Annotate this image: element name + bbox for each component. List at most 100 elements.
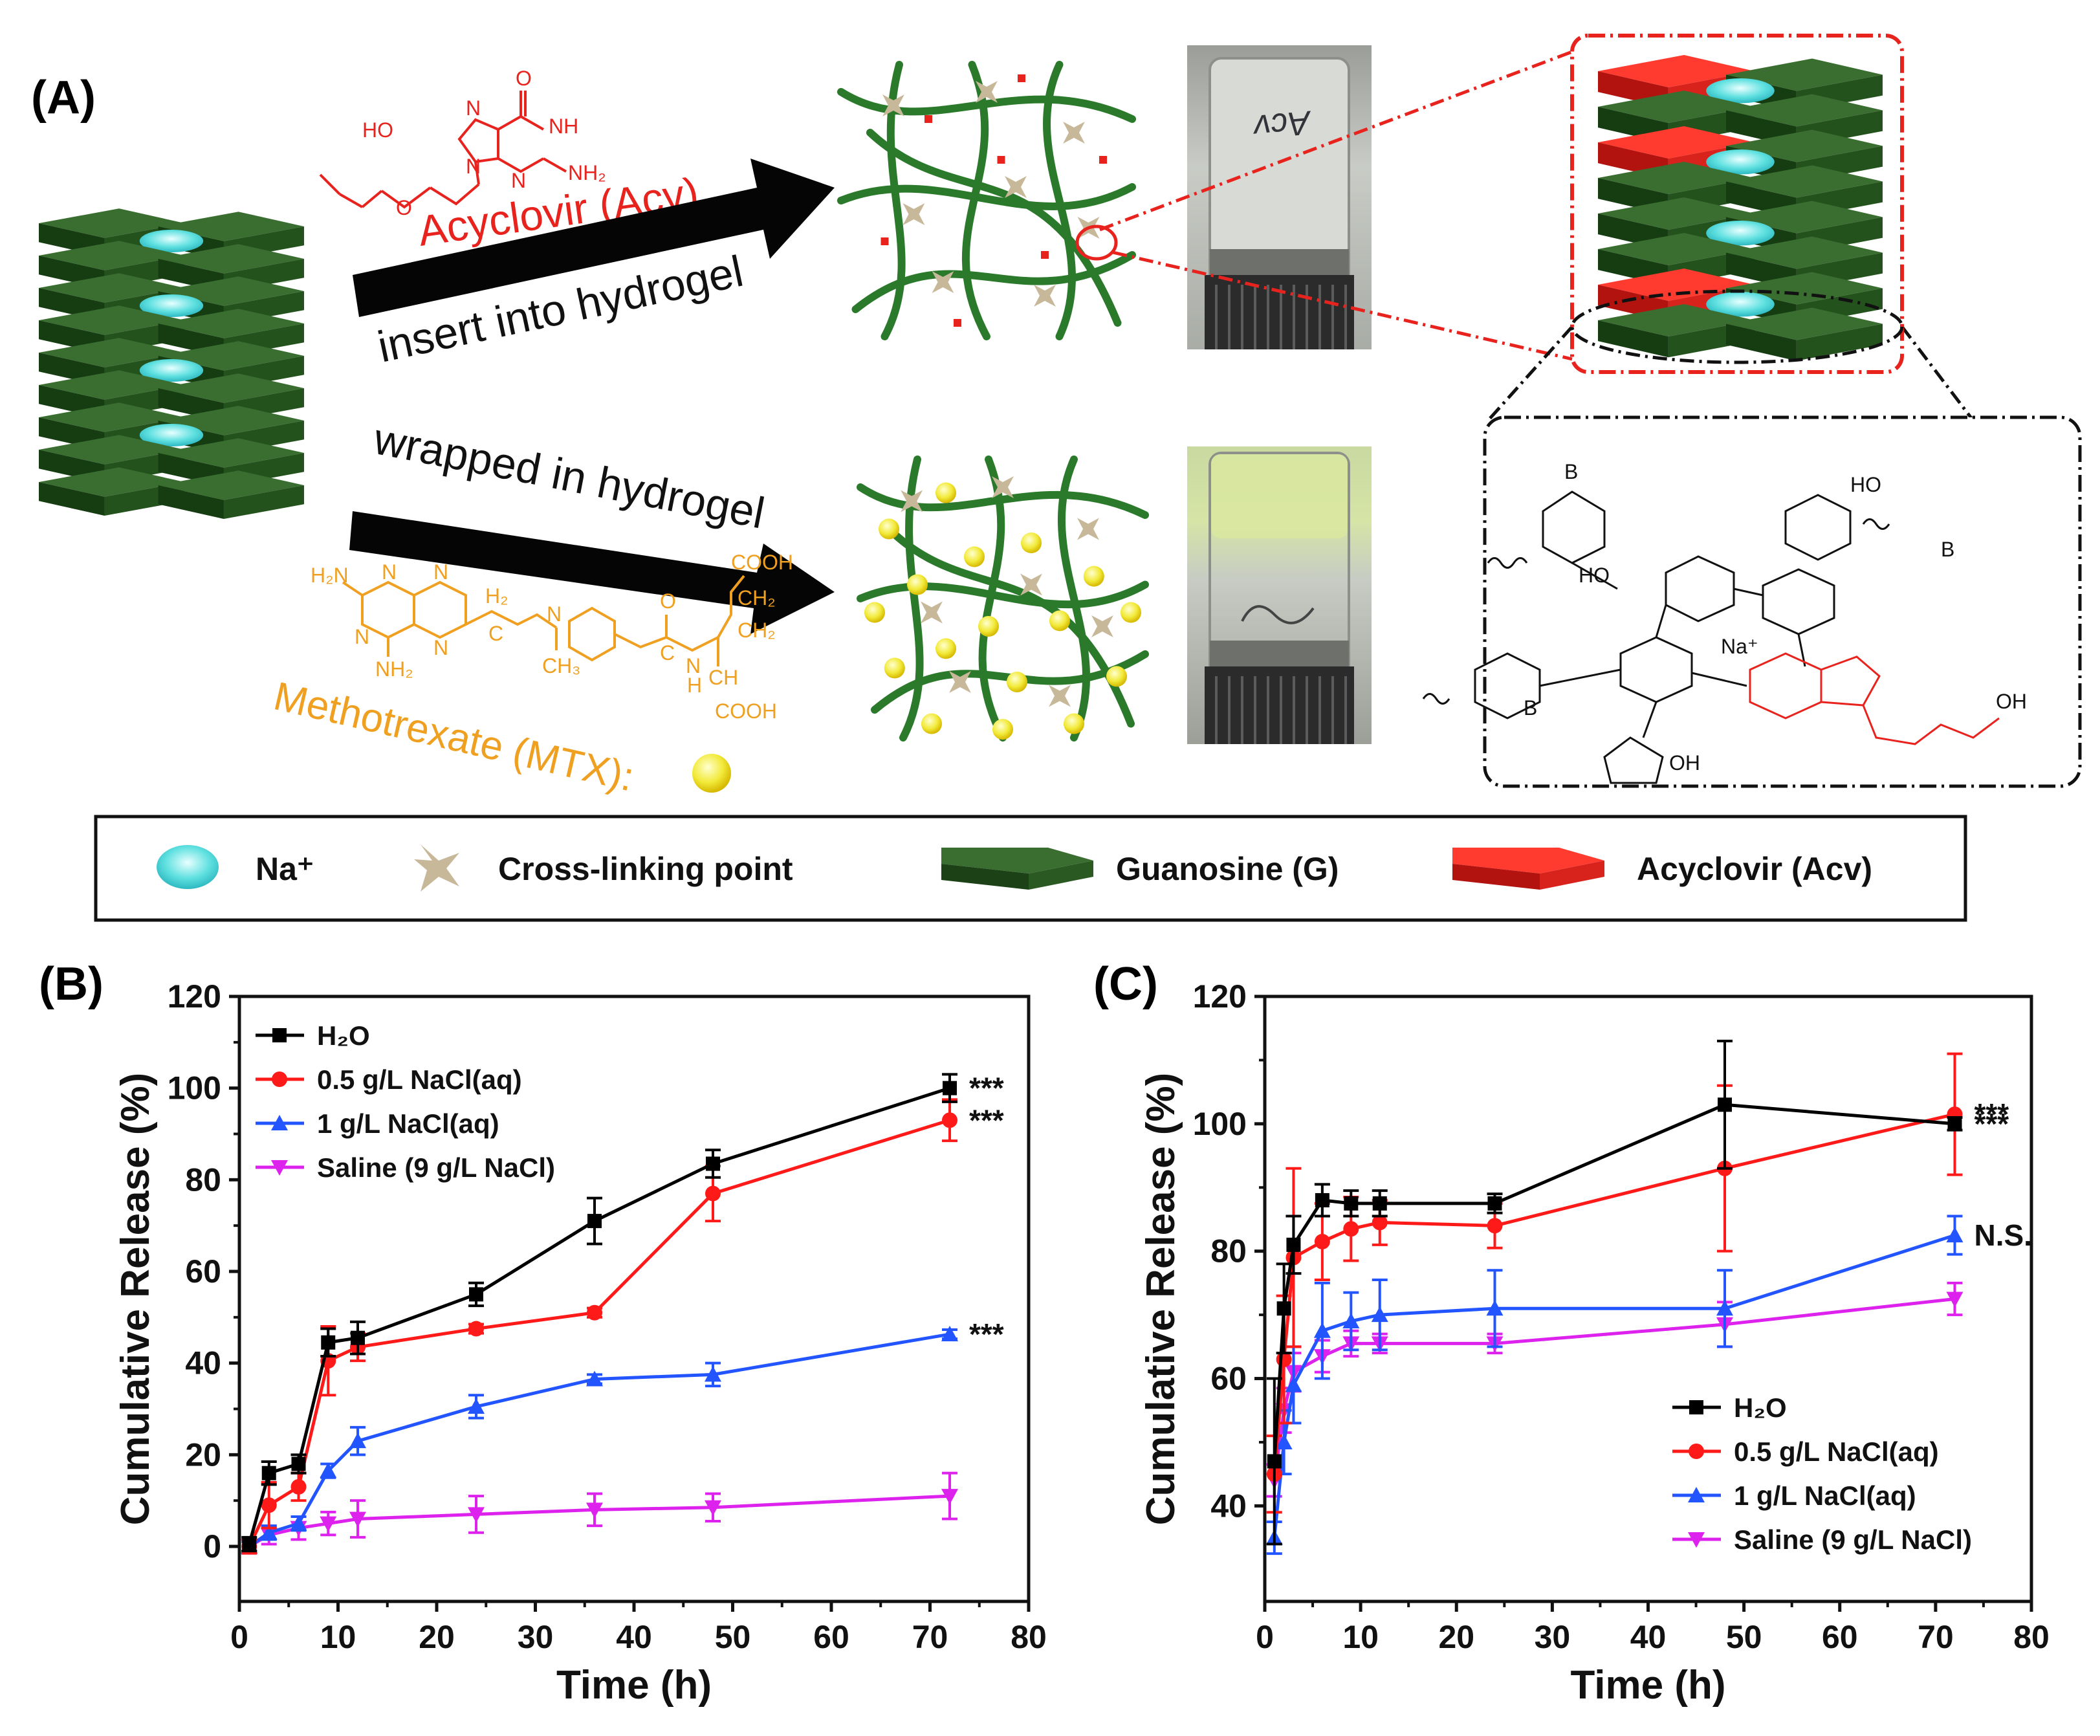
data-point <box>290 1478 307 1495</box>
g-quadruplex-acv-stack-icon <box>1598 54 1883 361</box>
structure-b1: B <box>1564 460 1578 483</box>
data-point <box>1372 1214 1388 1231</box>
hydrogel-strand <box>857 483 1149 519</box>
legend-label-guanosine: Guanosine (G) <box>1116 851 1339 887</box>
y-tick-label: 0 <box>203 1528 221 1565</box>
x-tick-label: 60 <box>1822 1619 1858 1655</box>
methotrexate-structure-icon <box>342 575 745 666</box>
data-point <box>1688 1532 1705 1548</box>
y-axis-title: Cumulative Release (%) <box>113 1073 158 1525</box>
structure-ho2: HO <box>1850 473 1881 496</box>
hydrogel-strand <box>885 525 1135 728</box>
crosslink-star-icon <box>1049 685 1071 707</box>
crosslink-star-icon <box>1063 122 1085 144</box>
data-point <box>320 1462 337 1478</box>
data-point <box>1946 1227 1963 1243</box>
block-side <box>1726 324 1797 361</box>
crosslink-star-icon <box>976 81 998 103</box>
x-tick-label: 0 <box>1256 1619 1274 1655</box>
data-point <box>1689 1400 1703 1414</box>
data-point <box>1716 1300 1733 1316</box>
acv-attachment-mark <box>1018 74 1025 82</box>
hydrogel-strand <box>857 580 1149 609</box>
sodium-ion-icon <box>1706 149 1775 175</box>
mtx-particle-icon <box>907 574 928 595</box>
chart-legend: H₂O 0.5 g/L NaCl(aq) 1 g/L NaCl(aq) Saline … <box>256 1020 555 1183</box>
legend-label: Saline (9 g/L NaCl) <box>317 1152 555 1183</box>
significance-label: *** <box>1974 1107 2009 1141</box>
sodium-ion-icon <box>1706 78 1775 104</box>
guanosine-block-icon <box>941 848 1093 890</box>
x-tick-label: 70 <box>1918 1619 1954 1655</box>
mtx-atom-ch: CH <box>708 666 738 689</box>
hydrogel-strand <box>962 61 990 340</box>
chart-legend: H₂O 0.5 g/L NaCl(aq) 1 g/L NaCl(aq) Saline … <box>1672 1392 1972 1555</box>
x-axis-title: Time (h) <box>1571 1663 1726 1708</box>
crosslink-star-icon <box>921 601 943 624</box>
mtx-particle-icon <box>992 719 1013 740</box>
hydrogel-strand <box>837 183 1136 210</box>
data-point <box>349 1511 366 1528</box>
chart-b: (B) 0 10 20 30 40 50 60 70 80 0 20 40 60 80 100 120 Time … <box>39 958 1047 1708</box>
data-point <box>1688 1487 1705 1502</box>
data-point <box>705 1185 721 1202</box>
legend-label: 1 g/L NaCl(aq) <box>1734 1480 1916 1511</box>
block-top <box>39 273 185 303</box>
significance-label: *** <box>969 1103 1004 1137</box>
acv-atom-ho: HO <box>362 118 393 142</box>
data-point <box>468 1321 484 1337</box>
crosslink-star-icon <box>1091 615 1113 637</box>
legend-label-acyclovir: Acyclovir (Acv) <box>1637 851 1872 887</box>
legend-label-sodium: Na⁺ <box>256 851 314 887</box>
block-top <box>1598 90 1755 124</box>
x-tick-label: 50 <box>1726 1619 1762 1655</box>
hydrogel-strand <box>837 88 1136 123</box>
series-line <box>1273 1112 1956 1475</box>
acv-in-quartet-icon <box>1749 652 2000 745</box>
crosslink-star-icon <box>1077 518 1099 540</box>
structure-na-label: Na⁺ <box>1721 635 1758 658</box>
acv-attachment-mark <box>997 156 1005 164</box>
block-top <box>39 370 185 400</box>
wrap-arrow-icon <box>349 511 835 634</box>
x-axis-title: Time (h) <box>556 1663 712 1708</box>
x-tick-label: 0 <box>230 1619 248 1655</box>
data-point <box>349 1433 366 1449</box>
block-top <box>39 467 185 497</box>
mtx-particle-icon <box>1021 533 1042 553</box>
mtx-atom-cooh-top: COOH <box>731 551 793 574</box>
block-front <box>223 485 304 519</box>
mtx-particle-icon <box>935 638 956 659</box>
x-tick-label: 40 <box>616 1619 652 1655</box>
hydrogel-strand <box>871 650 1149 714</box>
crosslink-star-icon <box>992 476 1014 498</box>
block-top <box>1598 303 1755 337</box>
y-tick-label: 80 <box>1210 1233 1247 1269</box>
data-point <box>320 1516 337 1532</box>
structure-oh2: OH <box>1996 690 2027 713</box>
vial-handwritten-label: Acv <box>1251 103 1313 146</box>
legend-label: 1 g/L NaCl(aq) <box>317 1108 499 1139</box>
g-quartet-structure-icon <box>1422 490 1890 784</box>
block-top <box>39 435 185 465</box>
legend-label: H₂O <box>1734 1392 1787 1423</box>
panel-label: (C) <box>1093 958 1158 1010</box>
data-point <box>1718 1097 1732 1112</box>
mtx-particle-icon <box>1106 666 1127 687</box>
zoom-ellipse <box>1570 289 1904 364</box>
y-tick-label: 80 <box>185 1161 221 1198</box>
x-tick-label: 10 <box>1342 1619 1379 1655</box>
block-top <box>158 309 304 338</box>
crosslink-star-icon <box>902 203 925 225</box>
sodium-ion-icon <box>1706 221 1775 246</box>
mtx-atom-ch3: CH₃ <box>542 654 580 677</box>
data-point <box>1946 1291 1963 1308</box>
acv-atom-n2: N <box>511 169 526 192</box>
x-tick-label: 60 <box>813 1619 849 1655</box>
zoom-connector-lines <box>1075 50 1974 422</box>
sodium-ion-icon <box>139 294 204 317</box>
methotrexate-label: Methotrexate (MTX): <box>270 674 638 800</box>
block-top <box>158 438 304 468</box>
mtx-atom-n4: N <box>433 636 448 659</box>
block-top <box>1726 307 1883 340</box>
